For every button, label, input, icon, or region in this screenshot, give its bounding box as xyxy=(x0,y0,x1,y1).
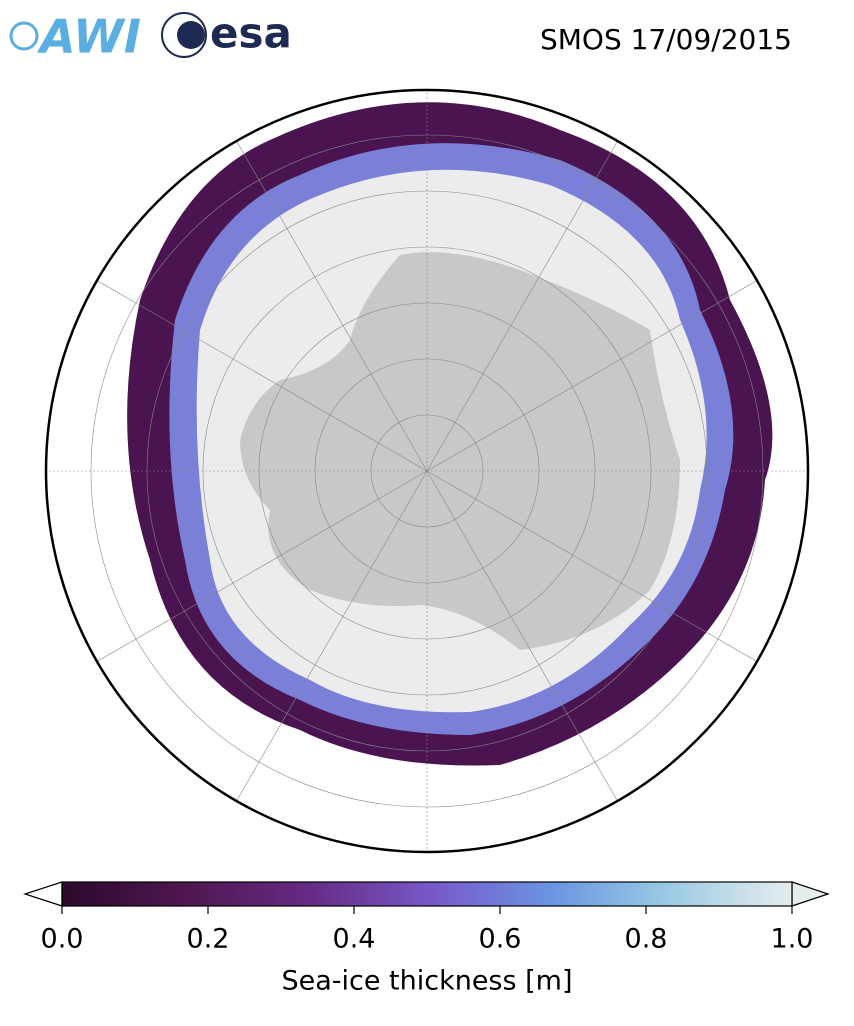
colorbar-tick-label: 0.2 xyxy=(187,924,230,955)
map-frame xyxy=(44,88,810,854)
colorbar: Sea-ice thickness [m] 0.0 0.2 0.4 0.6 0.8 1.0 xyxy=(23,881,830,997)
meridian xyxy=(426,470,774,672)
meridian xyxy=(226,124,428,472)
colorbar-tick-label: 1.0 xyxy=(771,924,814,955)
meridian xyxy=(426,124,628,472)
esa-logo-text: esa xyxy=(210,9,292,58)
map-title: SMOS 17/09/2015 xyxy=(540,23,792,56)
awi-logo-text: AWI xyxy=(37,10,141,64)
meridian xyxy=(426,270,774,472)
meridian xyxy=(80,470,428,672)
meridian xyxy=(80,270,428,472)
graticule xyxy=(46,90,808,852)
meridian xyxy=(426,470,628,818)
colorbar-tick-label: 0.6 xyxy=(479,924,522,955)
map xyxy=(46,90,808,852)
colorbar-tick-label: 0.0 xyxy=(41,924,84,955)
meridian xyxy=(226,470,428,818)
awi-logo: AWI xyxy=(9,10,141,64)
esa-logo: esa xyxy=(161,9,292,58)
colorbar-tick-label: 0.4 xyxy=(333,924,376,955)
colorbar-tick-label: 0.8 xyxy=(625,924,668,955)
colorbar-label: Sea-ice thickness [m] xyxy=(281,966,572,997)
colorbar-ramp xyxy=(61,881,793,907)
antarctica xyxy=(240,252,680,650)
